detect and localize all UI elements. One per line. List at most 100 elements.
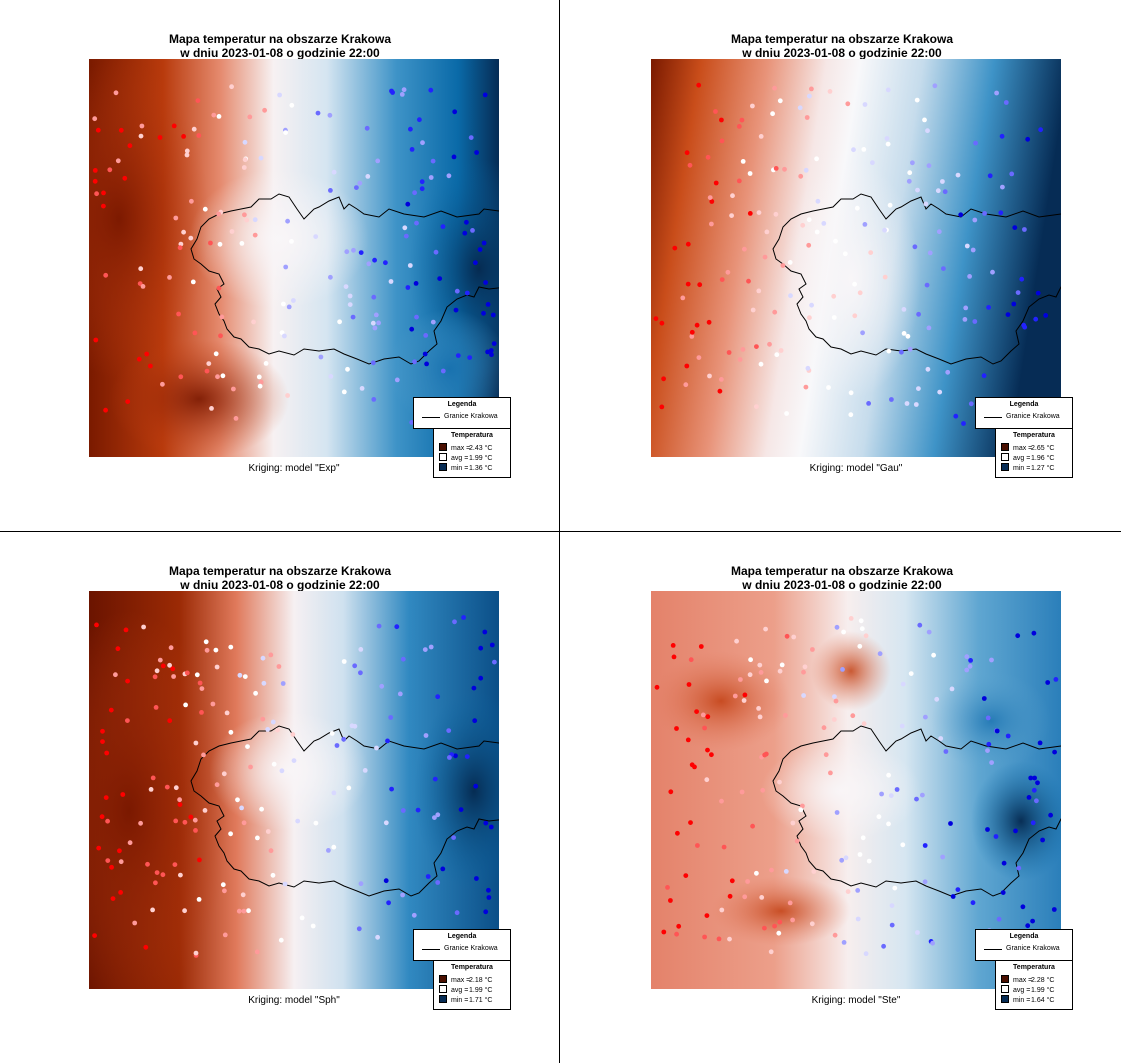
station-marker [435,694,441,700]
station-marker [1038,127,1043,133]
station-marker [211,112,217,118]
station-marker [478,675,484,681]
station-marker [236,908,242,914]
station-marker [290,732,296,737]
station-marker [286,304,292,310]
station-marker [105,818,110,824]
station-marker [241,165,247,170]
station-marker [458,807,464,812]
station-marker [477,247,483,252]
station-marker [756,706,761,711]
station-marker [197,680,203,686]
station-marker [173,785,179,791]
station-marker [447,755,452,760]
swatch-max [1001,975,1009,983]
station-marker [184,148,190,154]
station-marker [831,293,837,299]
station-marker [492,659,497,665]
station-marker [357,180,363,186]
station-marker [242,212,247,218]
station-marker [859,626,865,632]
station-marker [374,745,379,751]
station-marker [215,374,220,380]
station-marker [1022,227,1027,232]
station-marker [953,413,959,419]
station-marker [809,86,814,92]
station-marker [315,110,321,116]
station-marker [228,729,234,735]
station-marker [754,870,759,876]
station-marker [821,221,827,226]
station-marker [843,855,849,861]
station-marker [473,260,478,266]
station-marker [810,647,815,652]
station-marker [394,624,400,630]
station-marker [280,681,286,686]
station-marker [689,334,695,339]
station-marker [811,869,817,874]
swatch-avg [439,453,447,461]
panel-title: Mapa temperatur na obszarze Krakowa [168,564,392,578]
station-marker [453,307,459,313]
station-marker [485,302,491,307]
station-marker [1051,907,1057,912]
station-marker [845,889,851,894]
station-marker [279,768,285,774]
station-marker [998,210,1004,216]
station-marker [857,643,863,649]
station-marker [668,789,674,795]
station-marker [376,623,382,629]
station-marker [283,264,289,270]
station-marker [103,272,109,278]
station-marker [949,686,955,692]
station-marker [414,220,419,226]
station-marker [152,674,158,680]
station-marker [782,166,787,172]
station-marker [915,187,920,193]
station-marker [218,333,223,339]
station-marker [247,114,253,120]
station-marker [1011,301,1017,307]
station-marker [659,404,665,410]
station-marker [698,644,704,649]
station-marker [397,691,403,697]
station-marker [876,814,882,820]
station-marker [93,337,99,343]
station-marker [769,867,774,873]
model-caption: Kriging: model "Gau" [809,463,903,474]
stat-max: max =2.28 °C [1001,975,1054,984]
stat-min: min =1.36 °C [439,463,492,472]
station-marker [413,281,419,286]
legend: Legenda Granice Krakowa [975,397,1073,429]
station-marker [780,263,786,268]
station-marker [750,307,756,313]
station-marker [414,314,419,320]
station-marker [94,622,99,628]
station-marker [177,802,183,807]
station-marker [787,900,793,906]
boundary-label: Granice Krakowa [1006,945,1060,952]
station-marker [962,317,968,322]
station-marker [197,857,202,863]
stat-avg: avg =1.99 °C [439,453,492,462]
stat-max: max =2.18 °C [439,975,492,984]
station-marker [685,281,691,287]
station-marker [719,377,724,382]
station-marker [201,752,206,758]
station-marker [773,211,779,217]
station-marker [400,808,406,813]
station-marker [719,138,725,144]
station-marker [942,189,948,195]
station-marker [371,397,377,402]
station-marker [388,279,394,284]
station-marker [906,178,912,184]
temperature-legend: Temperatura max =2.28 °C avg =1.99 °C mi… [995,960,1073,1010]
station-marker [400,656,406,662]
station-marker [685,737,691,743]
station-marker [982,211,987,216]
station-marker [972,319,978,324]
temperature-map [89,59,499,457]
station-marker [758,134,764,139]
station-marker [190,279,196,285]
station-marker [882,274,888,280]
